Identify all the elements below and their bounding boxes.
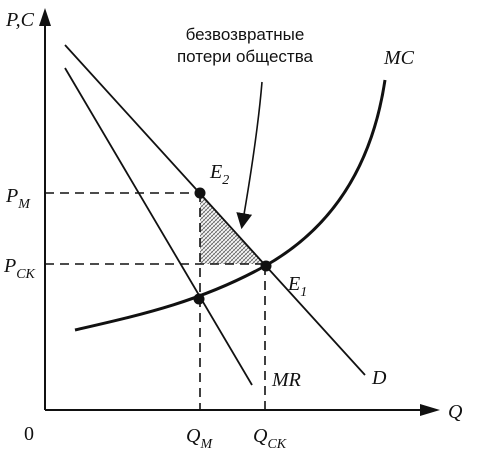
guides: [45, 192, 266, 410]
mr-line: [64, 67, 253, 386]
annotation: безвозвратные: [186, 25, 305, 44]
demand-line: [64, 44, 366, 376]
quantity-label: QM: [186, 425, 213, 452]
point-e2: [194, 187, 206, 199]
point-e1: [260, 260, 272, 272]
y-axis-label: P,C: [5, 9, 35, 31]
mc-curve: [74, 79, 387, 332]
point-label: E1: [287, 273, 307, 300]
point-label: E2: [209, 161, 229, 188]
curve-label: MC: [383, 47, 415, 69]
point-mr-mc: [193, 293, 205, 305]
origin-label: 0: [24, 423, 34, 445]
x-axis-label: Q: [448, 401, 463, 423]
price-label: PM: [5, 185, 31, 212]
axes: [39, 8, 440, 416]
annotation-arrow: [236, 81, 263, 230]
price-label: PСК: [3, 255, 36, 282]
annotation: потери общества: [177, 47, 314, 66]
quantity-label: QСК: [253, 425, 287, 452]
curve-label: D: [371, 367, 387, 389]
curve-label: MR: [271, 369, 301, 391]
